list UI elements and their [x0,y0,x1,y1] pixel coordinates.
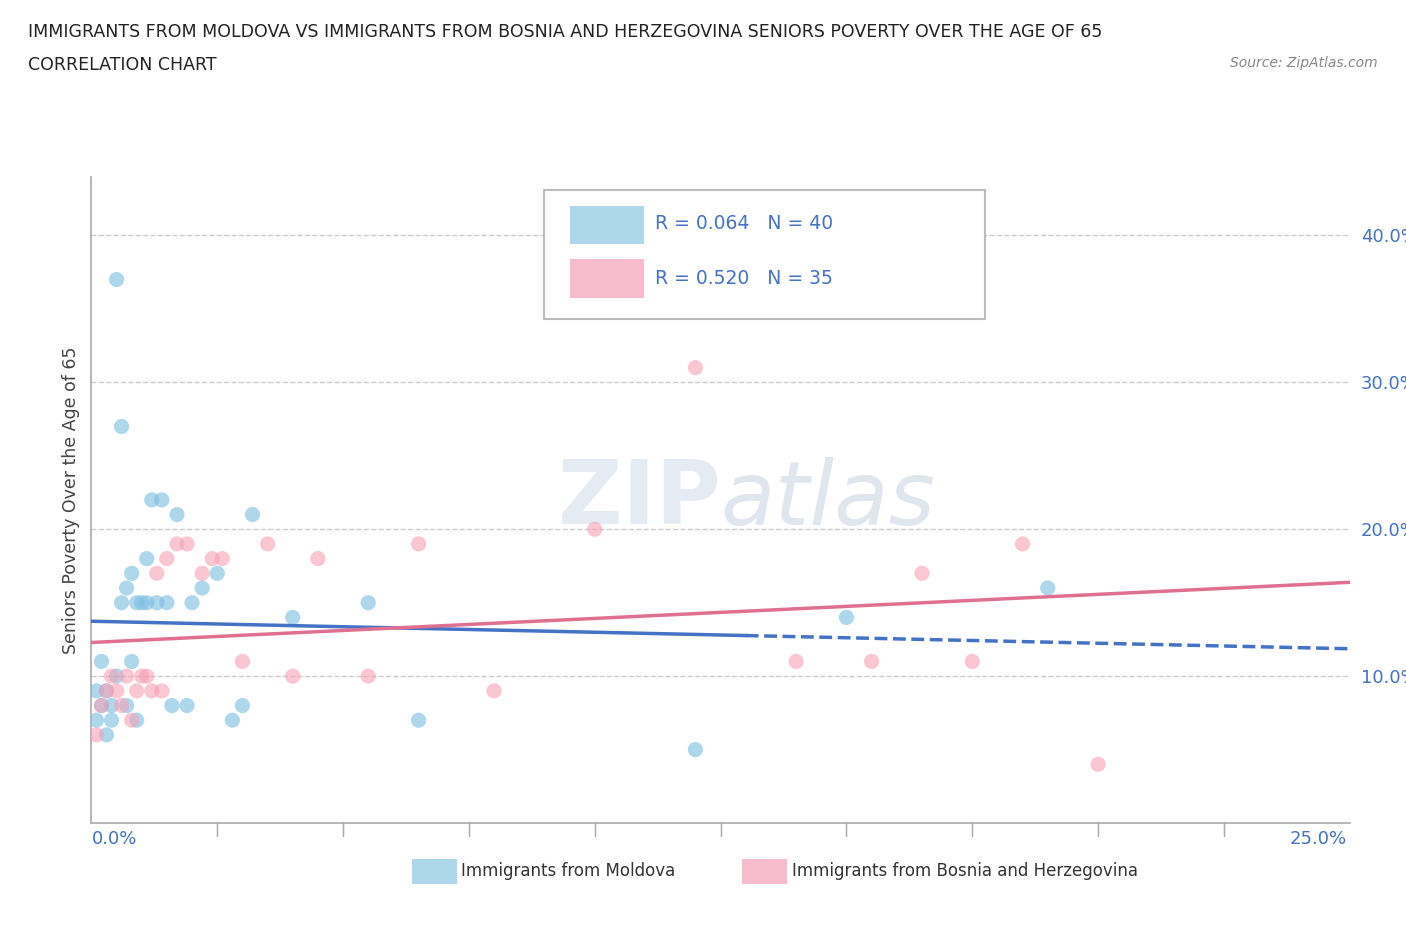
Point [125,595,148,610]
Text: Immigrants from Bosnia and Herzegovina: Immigrants from Bosnia and Herzegovina [792,862,1137,881]
Point [131,669,153,684]
Point [482,684,505,698]
Point [583,522,606,537]
Point [962,654,984,669]
Point [96,684,118,698]
Text: R = 0.064   N = 40: R = 0.064 N = 40 [655,214,834,232]
Point [146,595,169,610]
Point [100,698,122,713]
Point [135,551,157,566]
Point [115,698,138,713]
Point [110,595,132,610]
FancyBboxPatch shape [544,190,984,319]
Point [105,684,128,698]
Point [121,712,143,727]
Point [121,654,143,669]
Point [191,580,214,595]
Point [110,698,132,713]
Point [1036,580,1059,595]
Point [160,698,183,713]
Text: Immigrants from Moldova: Immigrants from Moldova [461,862,675,881]
Point [146,565,169,580]
Point [231,698,253,713]
FancyBboxPatch shape [569,206,644,244]
Point [96,727,118,742]
Point [90,698,112,713]
Y-axis label: Seniors Poverty Over the Age of 65: Seniors Poverty Over the Age of 65 [62,346,80,654]
Point [135,595,157,610]
Text: 0.0%: 0.0% [91,830,136,848]
Point [115,580,138,595]
Point [835,610,858,625]
Point [211,551,233,566]
Point [110,419,132,434]
Point [176,537,198,551]
Point [408,537,430,551]
Point [191,565,214,580]
Point [150,684,173,698]
Point [86,727,108,742]
Point [860,654,883,669]
Point [281,610,304,625]
Point [90,698,112,713]
Text: CORRELATION CHART: CORRELATION CHART [28,56,217,73]
Point [156,595,179,610]
Point [357,669,380,684]
Point [685,742,707,757]
Point [86,712,108,727]
Point [135,669,157,684]
Point [125,712,148,727]
FancyBboxPatch shape [569,259,644,298]
Point [105,669,128,684]
Point [150,493,173,508]
Point [141,684,163,698]
Point [105,272,128,287]
Point [100,712,122,727]
Point [166,507,188,522]
Point [221,712,243,727]
Text: ZIP: ZIP [558,457,720,543]
Point [242,507,264,522]
Text: IMMIGRANTS FROM MOLDOVA VS IMMIGRANTS FROM BOSNIA AND HERZEGOVINA SENIORS POVERT: IMMIGRANTS FROM MOLDOVA VS IMMIGRANTS FR… [28,23,1102,41]
Point [121,565,143,580]
Point [156,551,179,566]
Point [256,537,278,551]
Text: R = 0.520   N = 35: R = 0.520 N = 35 [655,270,832,288]
Point [176,698,198,713]
Point [100,669,122,684]
Point [166,537,188,551]
Point [357,595,380,610]
Point [1087,757,1109,772]
Point [90,654,112,669]
Point [205,565,228,580]
Point [685,360,707,375]
Point [181,595,204,610]
Point [281,669,304,684]
Point [231,654,253,669]
Point [86,684,108,698]
Point [131,595,153,610]
Point [96,684,118,698]
Point [307,551,329,566]
Text: Source: ZipAtlas.com: Source: ZipAtlas.com [1230,56,1378,70]
Text: 25.0%: 25.0% [1289,830,1347,848]
Text: atlas: atlas [720,457,935,543]
Point [911,565,934,580]
Point [125,684,148,698]
Point [1011,537,1033,551]
Point [141,493,163,508]
Point [201,551,224,566]
Point [408,712,430,727]
Point [785,654,807,669]
Point [115,669,138,684]
